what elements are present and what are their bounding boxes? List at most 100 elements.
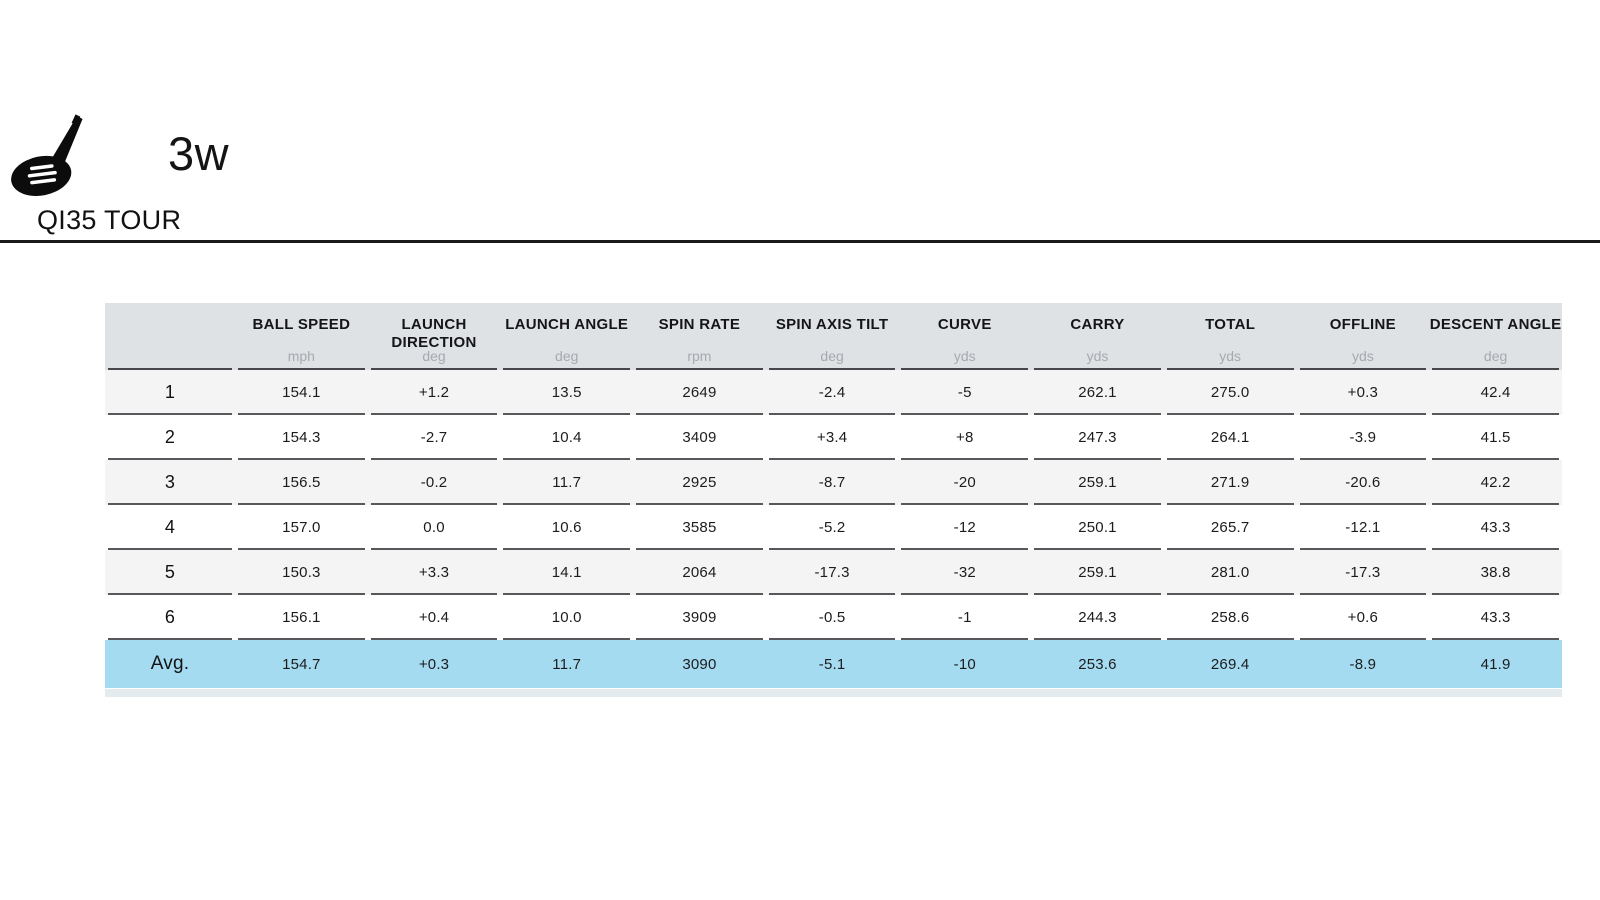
shot-value: -2.7 — [367, 415, 501, 460]
shot-value: 43.3 — [1429, 595, 1562, 640]
shot-row-3: 3 156.5 -0.2 11.7 2925 -8.7 -20 259.1 271.9 -20.6… — [105, 460, 1562, 505]
shot-value: 156.5 — [235, 460, 368, 505]
shots-tbody: 1 154.1 +1.2 13.5 2649 -2.4 -5 262.1 275.0 +0.3 42… — [105, 370, 1562, 688]
column-label: DESCENT ANGLE — [1429, 316, 1562, 333]
shot-value: 42.2 — [1429, 460, 1562, 505]
shot-value: -20.6 — [1296, 460, 1430, 505]
shot-value: 265.7 — [1163, 505, 1297, 550]
column-header-spin-rate: SPIN RATE rpm — [633, 303, 766, 370]
club-model: QI35 TOUR — [37, 205, 182, 235]
shot-number: 4 — [105, 505, 235, 550]
column-unit: rpm — [687, 348, 712, 364]
shot-value: 10.0 — [500, 595, 634, 640]
column-label: BALL SPEED — [252, 316, 351, 333]
shot-value: 11.7 — [500, 460, 634, 505]
average-value: 11.7 — [500, 640, 634, 688]
shot-value: -17.3 — [765, 550, 899, 595]
shot-value: 3585 — [633, 505, 766, 550]
column-label: TOTAL — [1205, 316, 1256, 333]
shot-value: 41.5 — [1429, 415, 1562, 460]
average-value: -8.9 — [1296, 640, 1430, 688]
shot-value: -5.2 — [765, 505, 899, 550]
shot-value: 247.3 — [1031, 415, 1164, 460]
average-value: -10 — [898, 640, 1032, 688]
shot-row-1: 1 154.1 +1.2 13.5 2649 -2.4 -5 262.1 275.0 +0.3 42… — [105, 370, 1562, 415]
shot-value: 262.1 — [1031, 370, 1164, 415]
average-label: Avg. — [105, 640, 235, 688]
column-unit: deg — [422, 348, 446, 364]
column-header-ball-speed: BALL SPEED mph — [235, 303, 368, 370]
shot-number: 5 — [105, 550, 235, 595]
shot-value: 10.4 — [500, 415, 634, 460]
shot-value: 281.0 — [1163, 550, 1297, 595]
average-value: 41.9 — [1429, 640, 1562, 688]
shot-value: 156.1 — [235, 595, 368, 640]
shot-value: -32 — [898, 550, 1032, 595]
header-divider — [0, 240, 1600, 243]
shot-value: 157.0 — [235, 505, 368, 550]
shot-number: 1 — [105, 370, 235, 415]
shot-value: 154.3 — [235, 415, 368, 460]
column-label: CARRY — [1070, 316, 1125, 333]
shot-value: 38.8 — [1429, 550, 1562, 595]
column-label: OFFLINE — [1329, 316, 1396, 333]
shot-value: 13.5 — [500, 370, 634, 415]
column-header-offline: OFFLINE yds — [1296, 303, 1430, 370]
shot-number: 3 — [105, 460, 235, 505]
column-label: LAUNCH ANGLE — [505, 316, 629, 333]
shot-value: -17.3 — [1296, 550, 1430, 595]
table-footer-strip — [105, 689, 1562, 697]
shot-value: 244.3 — [1031, 595, 1164, 640]
column-header-launch-angle: LAUNCH ANGLE deg — [500, 303, 634, 370]
column-header-descent-angle: DESCENT ANGLE deg — [1429, 303, 1562, 370]
shot-number: 2 — [105, 415, 235, 460]
shot-value: +3.4 — [765, 415, 899, 460]
corner-cell — [105, 303, 235, 370]
column-label: SPIN AXIS TILT — [775, 316, 889, 333]
column-header-launch-direction: LAUNCH DIRECTION deg — [367, 303, 501, 370]
fairway-wood-club-icon — [11, 114, 83, 196]
average-row: Avg. 154.7 +0.3 11.7 3090 -5.1 -10 253.6 269.4 -8… — [105, 640, 1562, 688]
shot-row-4: 4 157.0 0.0 10.6 3585 -5.2 -12 250.1 265.7 -12.1 4… — [105, 505, 1562, 550]
shot-value: 14.1 — [500, 550, 634, 595]
shot-value: 3409 — [633, 415, 766, 460]
shot-row-6: 6 156.1 +0.4 10.0 3909 -0.5 -1 244.3 258.6 +0.6 43… — [105, 595, 1562, 640]
column-unit: yds — [1086, 348, 1109, 364]
column-unit: deg — [1483, 348, 1508, 364]
shot-value: +0.4 — [367, 595, 501, 640]
shot-value: 264.1 — [1163, 415, 1297, 460]
shot-value: 43.3 — [1429, 505, 1562, 550]
shot-table-wrap: BALL SPEED mph LAUNCH DIRECTION deg LAUNCH A… — [105, 303, 1562, 697]
shot-data-table: BALL SPEED mph LAUNCH DIRECTION deg LAUNCH A… — [105, 303, 1562, 688]
shot-value: -20 — [898, 460, 1032, 505]
shot-value: -0.2 — [367, 460, 501, 505]
shot-value: 3909 — [633, 595, 766, 640]
shot-value: 2064 — [633, 550, 766, 595]
shot-number: 6 — [105, 595, 235, 640]
column-unit: yds — [1219, 348, 1242, 364]
column-unit: mph — [287, 348, 315, 364]
column-unit: yds — [1351, 348, 1374, 364]
shot-row-5: 5 150.3 +3.3 14.1 2064 -17.3 -32 259.1 281.0 -17.… — [105, 550, 1562, 595]
average-value: 154.7 — [235, 640, 368, 688]
shot-value: +0.3 — [1296, 370, 1430, 415]
column-header-total: TOTAL yds — [1163, 303, 1297, 370]
shot-row-2: 2 154.3 -2.7 10.4 3409 +3.4 +8 247.3 264.1 -3.9 41… — [105, 415, 1562, 460]
column-unit: deg — [820, 348, 844, 364]
average-value: 253.6 — [1031, 640, 1164, 688]
column-label: SPIN RATE — [658, 316, 741, 333]
column-unit: yds — [953, 348, 976, 364]
shot-value: 275.0 — [1163, 370, 1297, 415]
shot-value: 150.3 — [235, 550, 368, 595]
shot-value: 2925 — [633, 460, 766, 505]
column-header-carry: CARRY yds — [1031, 303, 1164, 370]
shot-value: 259.1 — [1031, 550, 1164, 595]
shot-value: -12 — [898, 505, 1032, 550]
column-header-spin-axis-tilt: SPIN AXIS TILT deg — [765, 303, 899, 370]
shot-value: +8 — [898, 415, 1032, 460]
column-label: CURVE — [937, 316, 992, 333]
club-name: 3w — [168, 127, 230, 180]
shot-value: -0.5 — [765, 595, 899, 640]
shot-value: +1.2 — [367, 370, 501, 415]
shot-value: -5 — [898, 370, 1032, 415]
